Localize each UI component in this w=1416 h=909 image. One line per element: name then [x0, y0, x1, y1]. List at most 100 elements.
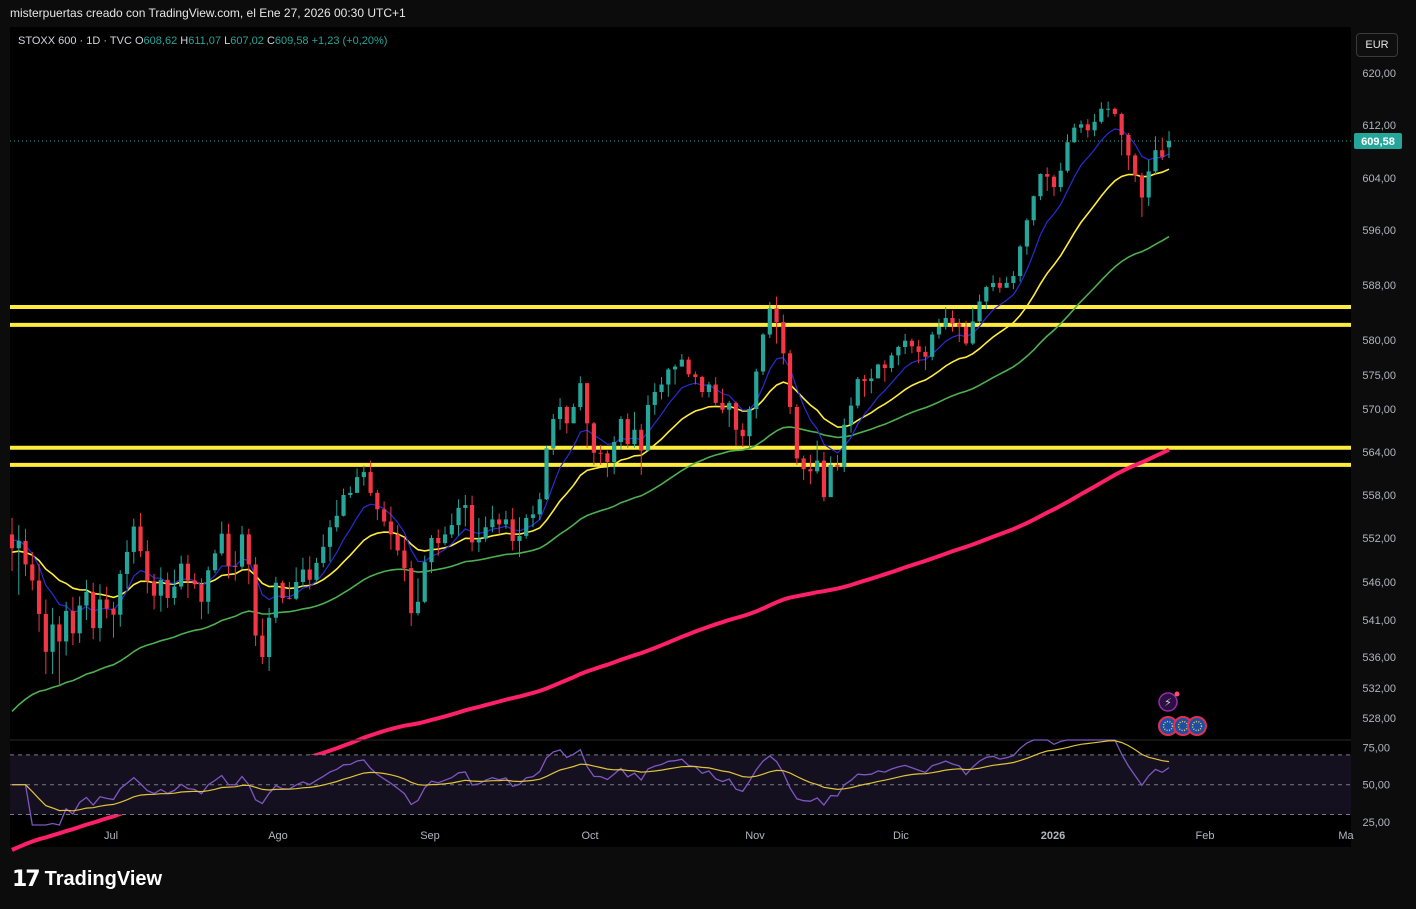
candle-body	[9, 534, 15, 549]
lightning-icon[interactable]	[1158, 692, 1178, 712]
close-value: 609,58	[274, 35, 309, 47]
ema-20-line	[11, 168, 1170, 599]
candle-body	[652, 392, 657, 405]
candle-body	[111, 608, 116, 615]
candle-body	[402, 550, 407, 569]
candle-body	[950, 318, 955, 324]
rsi-tick-label: 75,00	[1362, 742, 1390, 754]
candle-body	[36, 580, 42, 614]
candle-body	[91, 591, 96, 629]
high-value: 611,07	[188, 35, 222, 47]
candle-body	[618, 419, 624, 442]
chart-frame[interactable]	[10, 27, 1351, 847]
candle-body	[875, 364, 881, 379]
candle-body	[612, 441, 617, 463]
candle-body	[605, 453, 610, 463]
candle-body	[754, 371, 759, 409]
candle-body	[848, 405, 854, 425]
price-tick-label: 620,00	[1362, 68, 1396, 80]
rsi-ma-line	[12, 740, 1170, 812]
candle-body	[1038, 174, 1043, 197]
price-tick-label: 604,00	[1362, 173, 1396, 185]
candle-body	[348, 492, 353, 495]
candle-body	[50, 624, 55, 652]
candle-body	[997, 282, 1002, 288]
candle-body	[544, 448, 549, 500]
price-axis: 620,00 612,00 604,00 596,00 588,00 580,00 575,…	[1354, 68, 1402, 725]
candle-body	[585, 383, 590, 424]
candle-body	[172, 586, 177, 598]
rsi-tick-label: 25,00	[1362, 817, 1390, 829]
candle-body	[233, 565, 238, 567]
candle-body	[1018, 246, 1023, 277]
candle-body	[327, 527, 333, 547]
candle-body	[916, 346, 921, 352]
candle-body	[760, 334, 766, 372]
price-tick-label: 596,00	[1362, 225, 1396, 237]
price-tick-label: 564,00	[1362, 447, 1396, 459]
candle-body	[84, 591, 89, 606]
candle-body	[314, 562, 319, 580]
candle-body	[246, 534, 251, 565]
candle-body	[990, 282, 996, 288]
time-tick-label: Jul	[104, 830, 118, 842]
candle-body	[1106, 108, 1111, 110]
candle-body	[151, 581, 157, 596]
low-value: 607,02	[230, 35, 264, 47]
candle-body	[1160, 150, 1165, 157]
tradingview-logo[interactable]: 17 TradingView	[12, 867, 163, 892]
notification-dot-icon	[1174, 691, 1180, 697]
candle-body	[497, 519, 502, 525]
candle-body	[564, 406, 569, 424]
price-tick-label: 575,00	[1362, 370, 1396, 382]
candle-body	[693, 374, 698, 378]
candle-body	[808, 469, 813, 472]
candle-body	[700, 377, 705, 392]
candle-body	[23, 540, 28, 565]
candle-body	[510, 519, 515, 541]
time-tick-label: Ma	[1338, 830, 1354, 842]
symbol-name[interactable]: STOXX 600 · 1D · TVC	[18, 35, 132, 47]
time-tick-label: Sep	[420, 830, 440, 842]
currency-button[interactable]: EUR	[1356, 33, 1398, 57]
candle-body	[341, 495, 346, 516]
candle-body	[1011, 276, 1016, 283]
candle-body	[774, 308, 779, 323]
candle-body	[1085, 124, 1090, 131]
candle-body	[429, 538, 434, 563]
candle-body	[686, 359, 691, 375]
candle-body	[639, 429, 644, 451]
candle-body	[415, 601, 421, 614]
candle-body	[1024, 220, 1030, 247]
candle-body	[801, 458, 806, 470]
candle-body	[469, 505, 475, 543]
candle-body	[659, 384, 664, 392]
candle-body	[375, 492, 380, 510]
price-tick-label: 546,00	[1362, 577, 1396, 589]
candle-body	[138, 526, 143, 552]
candle-body	[449, 525, 454, 535]
candle-body	[30, 564, 35, 581]
eu-flag-icon[interactable]	[1187, 716, 1207, 736]
candle-body	[57, 624, 62, 642]
candle-body	[77, 605, 82, 634]
candle-body	[294, 582, 299, 599]
high-label: H	[180, 35, 189, 47]
candle-body	[835, 464, 840, 468]
time-tick-label: Oct	[581, 830, 598, 842]
candle-body	[456, 507, 461, 526]
last-price-label: 609,58	[1361, 136, 1395, 148]
time-tick-label: 2026	[1041, 830, 1065, 842]
candle-body	[354, 477, 360, 493]
candle-body	[476, 538, 481, 543]
candle-body	[300, 569, 306, 582]
horizontal-levels	[10, 305, 1351, 467]
candle-body	[598, 452, 603, 454]
candle-body	[591, 423, 596, 453]
candle-body	[1139, 175, 1145, 198]
ema-8-line	[11, 128, 1170, 613]
candle-body	[625, 419, 630, 445]
candle-body	[903, 340, 908, 347]
tradingview-logo-text: TradingView	[44, 867, 163, 890]
